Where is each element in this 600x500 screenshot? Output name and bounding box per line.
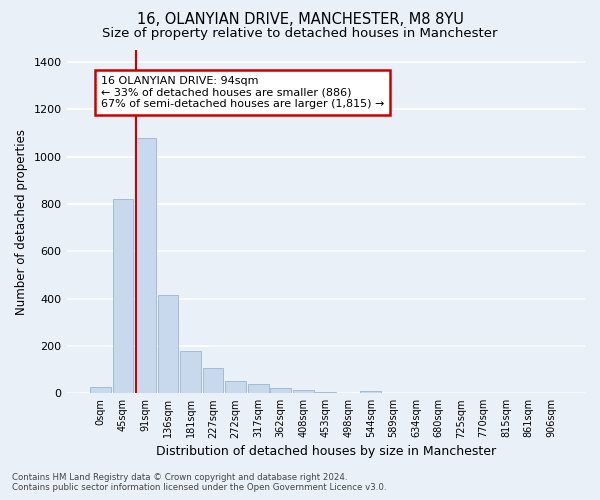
X-axis label: Distribution of detached houses by size in Manchester: Distribution of detached houses by size …: [156, 444, 496, 458]
Bar: [90, 388, 111, 393]
Bar: [271, 388, 291, 393]
Bar: [248, 384, 269, 393]
Bar: [203, 368, 223, 393]
Y-axis label: Number of detached properties: Number of detached properties: [15, 128, 28, 314]
Bar: [135, 138, 156, 393]
Bar: [361, 391, 381, 393]
Text: Size of property relative to detached houses in Manchester: Size of property relative to detached ho…: [102, 28, 498, 40]
Text: 16 OLANYIAN DRIVE: 94sqm
← 33% of detached houses are smaller (886)
67% of semi-: 16 OLANYIAN DRIVE: 94sqm ← 33% of detach…: [101, 76, 384, 109]
Text: 16, OLANYIAN DRIVE, MANCHESTER, M8 8YU: 16, OLANYIAN DRIVE, MANCHESTER, M8 8YU: [137, 12, 463, 28]
Bar: [113, 199, 133, 393]
Bar: [158, 295, 178, 393]
Bar: [293, 390, 314, 393]
Bar: [225, 382, 246, 393]
Bar: [316, 392, 336, 393]
Bar: [180, 350, 201, 393]
Text: Contains HM Land Registry data © Crown copyright and database right 2024.
Contai: Contains HM Land Registry data © Crown c…: [12, 473, 386, 492]
